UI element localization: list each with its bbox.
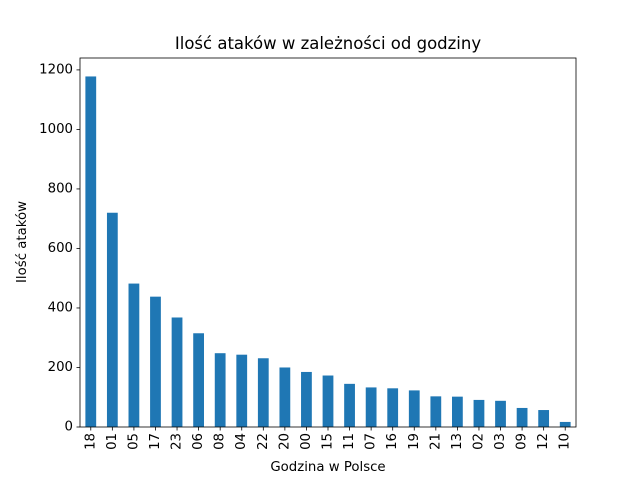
y-tick-label: 200 [48, 360, 73, 375]
x-tick-label: 08 [213, 433, 228, 450]
x-tick-label: 01 [105, 433, 120, 450]
bar-22 [257, 358, 269, 427]
y-tick-label: 400 [48, 300, 73, 315]
x-tick-label: 17 [148, 433, 163, 450]
bar-15 [322, 375, 334, 427]
bar-09 [516, 407, 528, 427]
bar-16 [387, 388, 399, 427]
bar-11 [344, 383, 355, 427]
bar-18 [85, 76, 97, 427]
y-axis-ticks: 0 200 400 600 800 1000 1200 [39, 62, 80, 435]
y-tick-label: 600 [48, 241, 73, 256]
bar-23 [171, 317, 183, 427]
x-tick-label: 15 [321, 433, 336, 450]
y-tick-label: 1000 [39, 122, 73, 137]
bar-10 [559, 421, 571, 427]
x-tick-label: 18 [83, 433, 98, 450]
bar-06 [193, 333, 204, 427]
x-axis-label: Godzina w Polsce [270, 460, 385, 475]
x-tick-label: 00 [299, 433, 314, 450]
x-tick-label: 23 [170, 433, 185, 450]
x-tick-label: 11 [342, 433, 357, 450]
bar-00 [301, 371, 312, 427]
chart-title: Ilość ataków w zależności od godziny [175, 34, 481, 53]
x-tick-label: 22 [256, 433, 271, 450]
x-tick-label: 21 [428, 433, 443, 450]
bar-02 [473, 399, 485, 427]
bar-21 [430, 396, 442, 427]
bar-03 [495, 400, 506, 427]
y-tick-label: 0 [65, 420, 73, 435]
bar-04 [236, 354, 248, 427]
x-tick-label: 20 [277, 433, 292, 450]
y-axis-label: Ilość ataków [14, 201, 30, 283]
x-tick-label: 13 [450, 433, 465, 450]
bars-group [85, 76, 571, 427]
bar-01 [106, 212, 118, 427]
y-tick-label: 1200 [39, 62, 73, 77]
bar-12 [538, 410, 550, 427]
x-tick-label: 02 [471, 433, 486, 450]
x-tick-label: 04 [234, 433, 249, 450]
bar-17 [150, 296, 161, 427]
x-tick-label: 05 [126, 433, 141, 450]
x-tick-label: 16 [385, 433, 400, 450]
bar-05 [128, 283, 140, 427]
bar-13 [452, 396, 463, 427]
bar-07 [365, 387, 377, 427]
x-tick-label: 07 [364, 433, 379, 450]
plot-frame [79, 57, 577, 428]
x-tick-label: 10 [558, 433, 573, 450]
bar-08 [214, 353, 226, 427]
bar-19 [408, 390, 420, 427]
y-tick-label: 800 [48, 181, 73, 196]
x-tick-label: 12 [536, 433, 551, 450]
x-tick-label: 19 [407, 433, 422, 450]
bar-20 [279, 367, 291, 427]
x-axis-ticks: 18 01 05 17 23 06 08 04 22 20 00 15 11 07 16 19 21 13 02 03… [83, 427, 573, 450]
x-tick-label: 06 [191, 433, 206, 450]
x-tick-label: 03 [493, 433, 508, 450]
x-tick-label: 09 [515, 433, 530, 450]
